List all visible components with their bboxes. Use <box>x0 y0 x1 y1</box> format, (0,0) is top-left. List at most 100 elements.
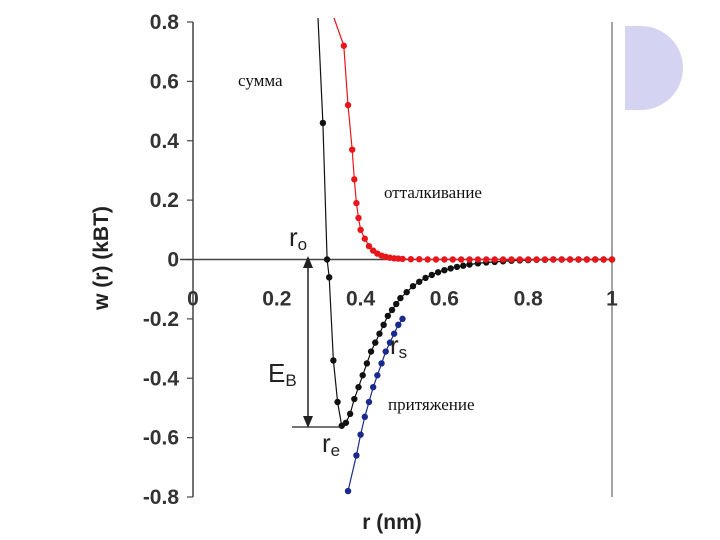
data-point <box>344 101 352 109</box>
data-point <box>608 256 616 263</box>
data-point <box>384 312 392 320</box>
data-point <box>382 348 389 355</box>
y-tick-label: -0.6 <box>143 427 179 450</box>
data-point <box>541 256 549 263</box>
data-point <box>319 119 327 127</box>
data-point <box>388 306 396 314</box>
data-point <box>357 431 364 438</box>
data-point <box>340 42 348 49</box>
x-tick-label: 0.2 <box>262 288 291 311</box>
repulsion-label: отталкивание <box>384 183 482 202</box>
data-point <box>363 360 371 367</box>
data-point <box>403 288 410 296</box>
data-point <box>374 372 381 379</box>
data-point <box>367 348 375 355</box>
data-point <box>460 262 467 269</box>
data-point <box>533 256 540 263</box>
x-tick-label: 0.8 <box>514 288 544 311</box>
data-point <box>399 255 406 263</box>
data-point <box>344 487 352 495</box>
data-point <box>351 176 358 183</box>
data-point <box>355 214 362 222</box>
data-point <box>474 256 482 263</box>
data-point <box>351 395 358 403</box>
series-line <box>343 45 612 261</box>
data-point <box>378 360 385 367</box>
data-point <box>390 330 398 337</box>
data-point <box>457 256 465 263</box>
data-point <box>369 383 377 391</box>
y-axis-label: w (r) (kBT) <box>90 206 113 311</box>
data-point <box>372 339 379 346</box>
data-point <box>365 398 373 406</box>
data-point <box>447 265 454 272</box>
data-point <box>583 256 591 263</box>
series-lines <box>317 17 612 492</box>
data-point <box>434 269 442 276</box>
data-point <box>380 321 387 329</box>
y-tick-labels: 0.8 0.6 0.4 0.2 0 -0.2 -0.4 -0.6 -0.8 <box>143 11 180 509</box>
data-point <box>432 256 440 263</box>
data-point <box>483 256 490 263</box>
data-point <box>334 398 341 406</box>
data-point <box>397 294 404 302</box>
y-tick-label: -0.8 <box>143 486 180 509</box>
sum-curve-extension <box>317 17 324 123</box>
eb-label: EB <box>268 358 297 390</box>
data-point <box>342 419 350 426</box>
y-tick-label: 0 <box>167 249 179 272</box>
data-point <box>349 146 356 153</box>
data-point <box>592 256 599 263</box>
data-point <box>508 256 515 263</box>
data-point <box>575 256 582 263</box>
attraction-label: притяжение <box>388 395 475 414</box>
data-point <box>566 256 574 263</box>
rs-label: rs <box>390 330 407 362</box>
data-point <box>346 410 354 418</box>
data-point <box>491 256 498 263</box>
data-point <box>499 256 507 263</box>
data-point <box>416 278 423 285</box>
sum-label: сумма <box>238 71 283 90</box>
data-point <box>558 256 565 263</box>
y-tick-label: 0.2 <box>150 189 179 212</box>
repulsion-curve-extension <box>333 17 345 46</box>
y-tick-label: -0.4 <box>143 367 180 390</box>
data-point <box>516 256 524 263</box>
data-point <box>422 274 429 282</box>
data-point <box>449 256 456 263</box>
data-point <box>600 256 607 263</box>
data-point <box>355 383 362 391</box>
y-tick-label: 0.6 <box>150 70 179 93</box>
data-point <box>393 300 400 308</box>
annotations: сумма отталкивание притяжение ro rs re E… <box>238 71 482 460</box>
data-point <box>525 256 532 263</box>
data-point <box>376 330 383 337</box>
r0-label: ro <box>289 222 307 254</box>
data-point <box>441 256 448 263</box>
data-point <box>409 283 417 290</box>
y-tick-label: 0.8 <box>150 11 180 34</box>
x-tick-label: 0.6 <box>430 288 459 311</box>
data-point <box>353 452 360 459</box>
series-points <box>319 42 616 495</box>
data-point <box>395 321 402 329</box>
data-point <box>416 256 423 263</box>
data-point <box>365 242 373 250</box>
data-point <box>325 274 333 281</box>
data-point <box>424 256 431 263</box>
data-point <box>453 263 461 271</box>
eb-arrow-head-top <box>303 256 313 268</box>
data-point <box>550 256 557 263</box>
data-point <box>357 226 364 234</box>
data-point <box>466 261 473 268</box>
data-point <box>323 256 331 263</box>
data-point <box>361 235 368 242</box>
data-point <box>407 256 415 263</box>
data-point <box>330 357 337 364</box>
data-point <box>386 339 394 346</box>
y-tick-label: -0.2 <box>143 308 179 331</box>
x-tick-label: 1 <box>606 288 618 311</box>
re-label: re <box>322 428 340 460</box>
